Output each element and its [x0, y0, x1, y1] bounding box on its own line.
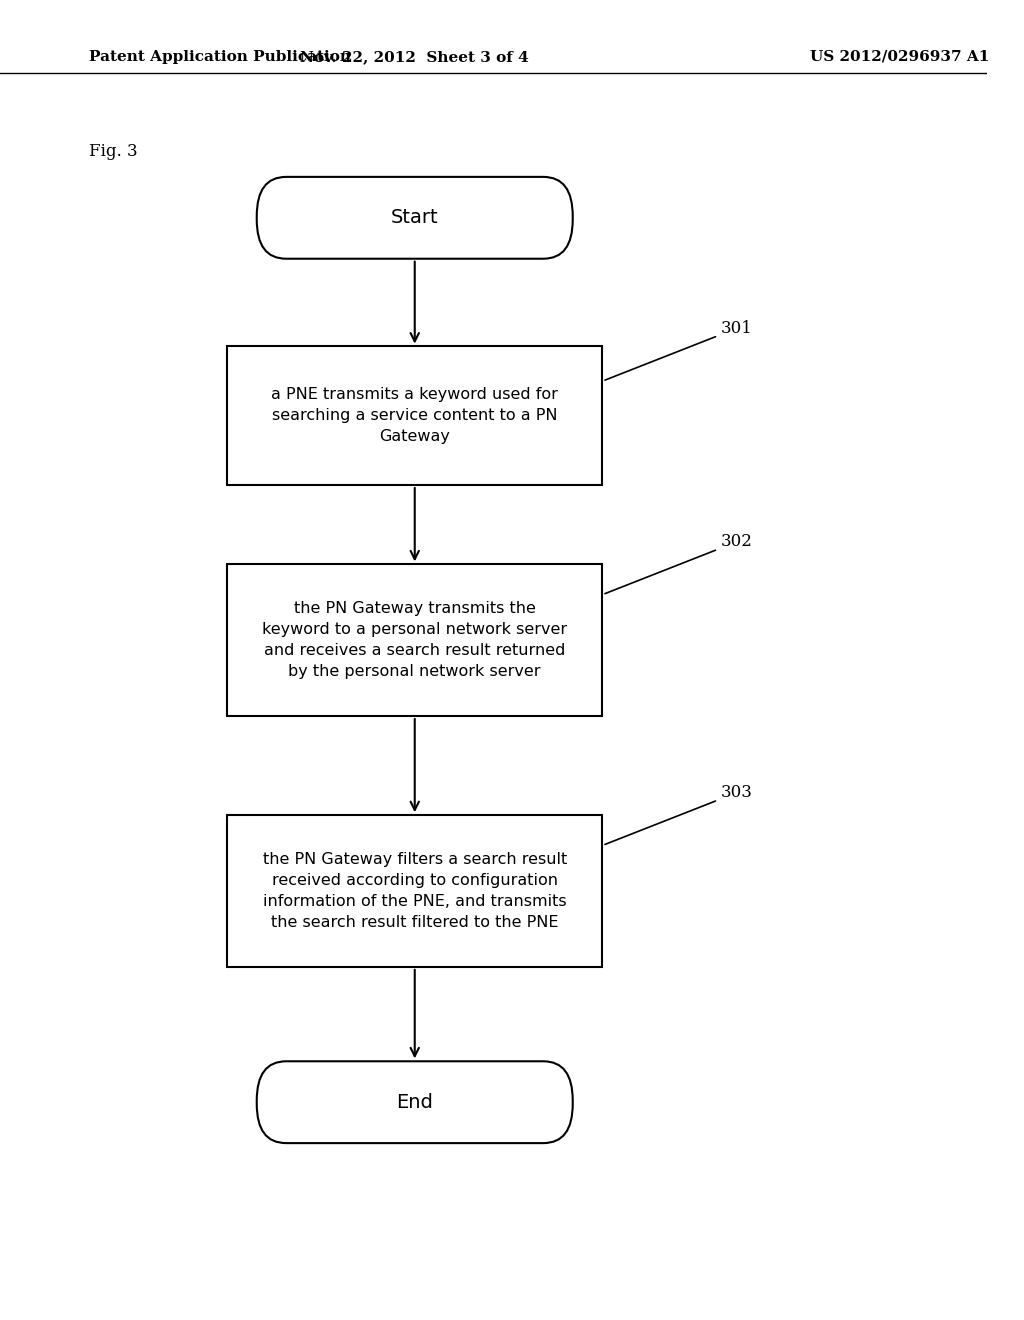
Text: Nov. 22, 2012  Sheet 3 of 4: Nov. 22, 2012 Sheet 3 of 4: [300, 50, 529, 63]
Text: US 2012/0296937 A1: US 2012/0296937 A1: [810, 50, 989, 63]
Text: the PN Gateway transmits the
keyword to a personal network server
and receives a: the PN Gateway transmits the keyword to …: [262, 601, 567, 680]
Text: Fig. 3: Fig. 3: [89, 144, 137, 160]
Text: 303: 303: [605, 784, 753, 845]
Text: 301: 301: [605, 319, 753, 380]
FancyBboxPatch shape: [227, 346, 602, 484]
Text: the PN Gateway filters a search result
received according to configuration
infor: the PN Gateway filters a search result r…: [262, 851, 567, 931]
Text: a PNE transmits a keyword used for
searching a service content to a PN
Gateway: a PNE transmits a keyword used for searc…: [271, 387, 558, 445]
Text: End: End: [396, 1093, 433, 1111]
FancyBboxPatch shape: [257, 177, 572, 259]
Text: Patent Application Publication: Patent Application Publication: [89, 50, 351, 63]
Text: 302: 302: [605, 533, 753, 594]
Text: Start: Start: [391, 209, 438, 227]
FancyBboxPatch shape: [257, 1061, 572, 1143]
FancyBboxPatch shape: [227, 565, 602, 715]
FancyBboxPatch shape: [227, 814, 602, 966]
